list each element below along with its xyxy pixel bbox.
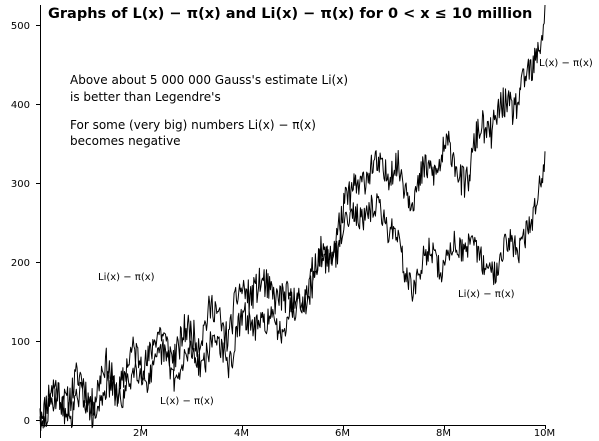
x-tick-label: 10M: [534, 428, 555, 439]
x-tick-label: 6M: [335, 428, 350, 439]
annotation-line-1: Above about 5 000 000 Gauss's estimate L…: [70, 73, 348, 87]
series-label-gauss: Li(x) − π(x): [458, 289, 515, 300]
x-tick-label: 4M: [234, 428, 249, 439]
annotation-line-2: is better than Legendre's: [70, 90, 221, 104]
series-line-legendre: [39, 4, 546, 429]
x-tick-label: 2M: [133, 428, 148, 439]
series-label-legendre: L(x) − π(x): [539, 58, 593, 69]
y-tick-label: 200: [11, 258, 30, 269]
y-tick-label: 0: [24, 416, 30, 427]
series-label-gauss: Li(x) − π(x): [98, 272, 155, 283]
y-tick-label: 100: [11, 337, 30, 348]
annotation-line-4: becomes negative: [70, 134, 181, 148]
x-ticks: 2M 4M 6M 8M 10M: [133, 425, 555, 439]
annotation-line-3: For some (very big) numbers Li(x) − π(x): [70, 118, 316, 132]
y-tick-label: 400: [11, 100, 30, 111]
y-tick-label: 500: [11, 21, 30, 32]
x-tick-label: 8M: [436, 428, 451, 439]
y-ticks: 0 100 200 300 400 500: [11, 21, 41, 427]
series-group: L(x) − π(x) L(x) − π(x) Li(x) − π(x) Li(x) …: [39, 4, 593, 432]
series-label-legendre: L(x) − π(x): [160, 396, 214, 407]
series-line-gauss: [39, 151, 546, 432]
y-tick-label: 300: [11, 179, 30, 190]
chart-title: Graphs of L(x) − π(x) and Li(x) − π(x) f…: [48, 6, 532, 22]
